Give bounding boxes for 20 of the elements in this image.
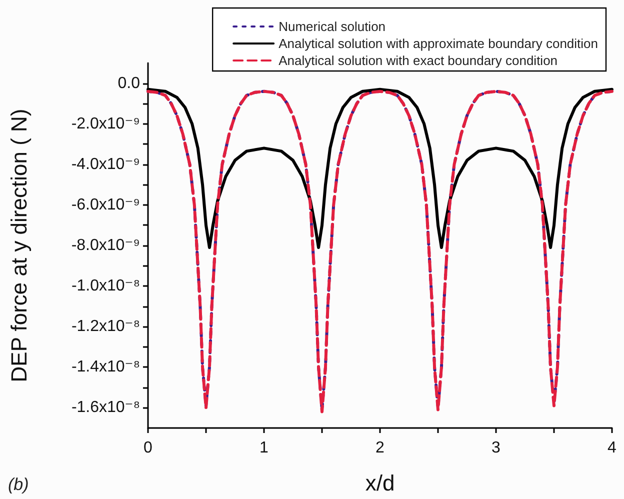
y-tick-label: -1.6x10⁻⁸: [71, 399, 140, 416]
legend-label: Analytical solution with exact boundary condition: [278, 53, 558, 68]
x-tick-label: 4: [608, 440, 617, 456]
y-tick-label: -1.4x10⁻⁸: [71, 358, 140, 376]
y-tick-label: -8.0x10⁻⁹: [71, 237, 140, 254]
y-tick-label: -2.0x10⁻⁹: [71, 115, 140, 132]
y-tick-label: -1.0x10⁻⁸: [71, 278, 140, 295]
legend-label: Analytical solution with approximate boundary condition: [278, 36, 598, 51]
legend-label: Numerical solution: [278, 19, 386, 34]
y-tick-label: -1.2x10⁻⁸: [71, 318, 140, 336]
y-tick-label: 0.0: [118, 74, 140, 92]
x-tick-label: 2: [376, 440, 385, 456]
y-tick-label: -4.0x10⁻⁹: [71, 156, 140, 173]
x-tick-label: 0: [144, 440, 153, 456]
x-tick-label: 3: [492, 440, 501, 456]
y-tick-label: -6.0x10⁻⁹: [71, 196, 140, 214]
text: (b): [8, 475, 29, 494]
x-tick-label: 1: [260, 440, 269, 456]
y-axis-title: DEP force at y direction ( N): [6, 108, 32, 382]
x-axis-title: x/d: [365, 470, 395, 496]
